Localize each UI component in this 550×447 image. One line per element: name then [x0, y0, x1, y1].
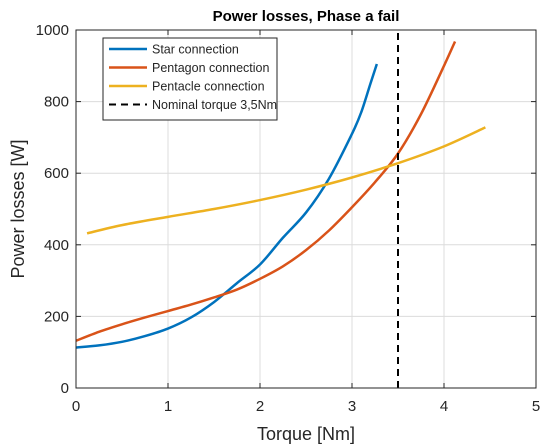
chart-title: Power losses, Phase a fail: [213, 8, 400, 25]
y-tick-label: 1000: [36, 22, 69, 39]
legend-box: [102, 37, 278, 121]
legend: Star connection Pentagon connection Pentac…: [102, 37, 278, 121]
legend-label: Nominal torque 3,5Nm: [152, 98, 277, 112]
series-line-1: [75, 63, 379, 349]
axis-ticks: [75, 29, 537, 389]
y-tick-label: 600: [44, 165, 69, 182]
y-tick-label: 200: [44, 308, 69, 325]
x-tick-label: 1: [164, 398, 172, 415]
legend-label: Pentagon connection: [152, 61, 270, 75]
x-tick-label: 5: [532, 398, 540, 415]
series-line-3: [86, 126, 486, 235]
legend-label: Pentacle connection: [152, 80, 265, 94]
series-line-2: [75, 40, 457, 342]
x-tick-label: 3: [348, 398, 356, 415]
plot-frame: [75, 29, 537, 389]
x-tick-label: 4: [440, 398, 448, 415]
y-tick-labels: 0 200 400 600 800 1000: [36, 22, 69, 397]
y-axis-label: Power losses [W]: [8, 139, 28, 278]
legend-label: Star connection: [152, 43, 239, 57]
y-tick-label: 0: [61, 380, 69, 397]
series-layer: [75, 30, 486, 388]
x-tick-label: 2: [256, 398, 264, 415]
y-tick-label: 400: [44, 237, 69, 254]
y-tick-label: 800: [44, 94, 69, 111]
x-axis-label: Torque [Nm]: [257, 424, 355, 444]
x-tick-label: 0: [72, 398, 80, 415]
x-tick-labels: 0 1 2 3 4 5: [72, 398, 540, 415]
